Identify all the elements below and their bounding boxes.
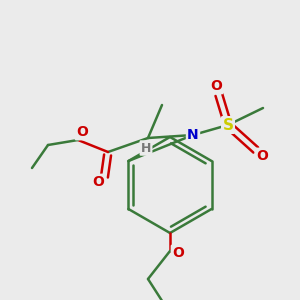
Text: H: H	[141, 142, 151, 154]
Text: O: O	[92, 175, 104, 189]
Text: O: O	[172, 246, 184, 260]
Text: S: S	[223, 118, 233, 133]
Text: O: O	[210, 79, 222, 93]
Text: O: O	[76, 125, 88, 139]
Text: N: N	[187, 128, 199, 142]
Text: O: O	[256, 149, 268, 163]
